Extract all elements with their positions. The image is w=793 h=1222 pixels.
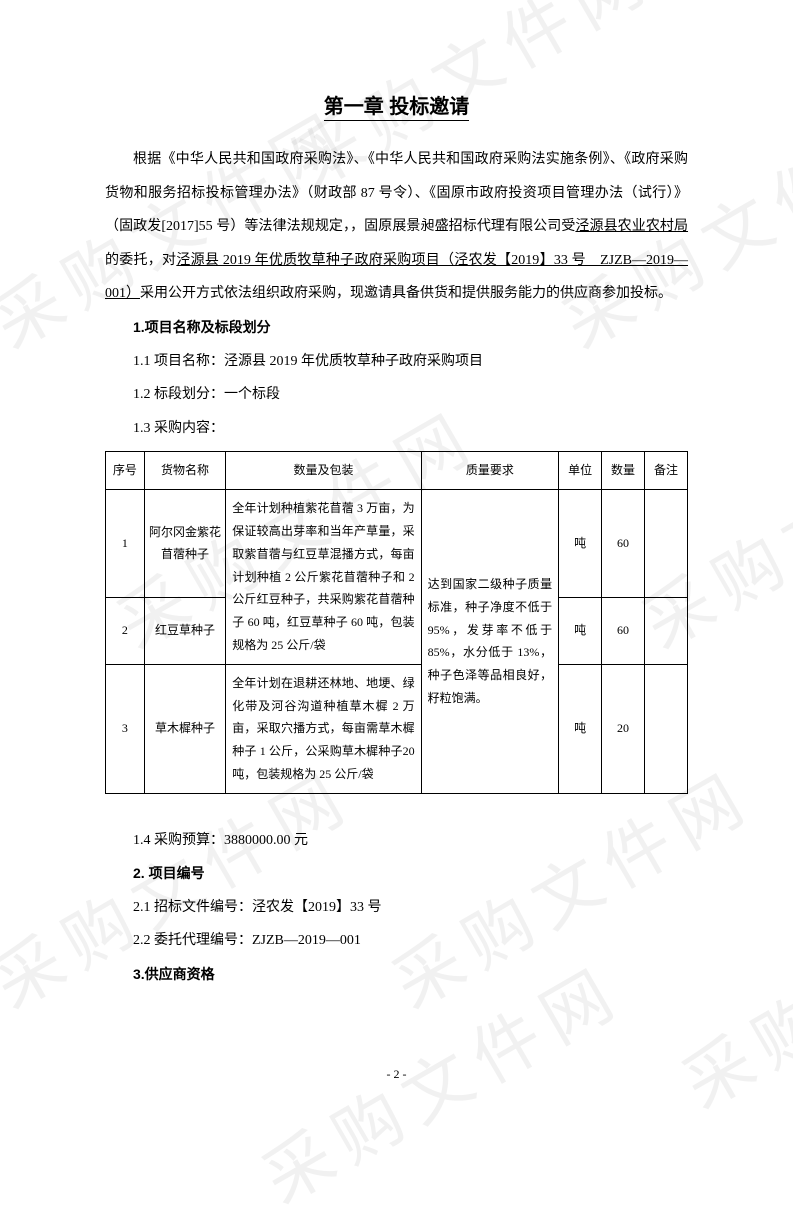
intro-paragraph: 根据《中华人民共和国政府采购法》、《中华人民共和国政府采购法实施条例》、《政府采… [105,143,688,311]
cell-note [644,664,687,793]
cell-name: 阿尔冈金紫花苜蓿种子 [144,490,226,598]
intro-mid-1: 的委托，对 [105,253,176,268]
table-row: 1 阿尔冈金紫花苜蓿种子 全年计划种植紫花苜蓿 3 万亩，为保证较高出芽率和当年… [106,490,688,598]
cell-unit: 吨 [559,490,602,598]
cell-pkg-merged: 全年计划种植紫花苜蓿 3 万亩，为保证较高出芽率和当年产草量，采取紫苜蓿与红豆草… [226,490,421,665]
th-seq: 序号 [106,452,145,490]
intro-suffix: 采用公开方式依法组织政府采购，现邀请具备供货和提供服务能力的供应商参加投标。 [140,286,672,301]
cell-seq: 2 [106,597,145,664]
table-header-row: 序号 货物名称 数量及包装 质量要求 单位 数量 备注 [106,452,688,490]
cell-name: 红豆草种子 [144,597,226,664]
cell-quality-merged: 达到国家二级种子质量标准，种子净度不低于 95%，发芽率不低于 85%，水分低于… [421,490,558,794]
th-note: 备注 [644,452,687,490]
th-unit: 单位 [559,452,602,490]
section-3-heading: 3.供应商资格 [105,958,688,992]
cell-unit: 吨 [559,597,602,664]
cell-name: 草木樨种子 [144,664,226,793]
intro-underline-1: 泾源县农业农村局 [575,219,688,234]
th-qual: 质量要求 [421,452,558,490]
line-1-4: 1.4 采购预算：3880000.00 元 [105,824,688,858]
line-1-2: 1.2 标段划分：一个标段 [105,378,688,412]
cell-note [644,597,687,664]
chapter-title-text: 第一章 投标邀请 [324,96,470,121]
line-2-2: 2.2 委托代理编号：ZJZB—2019—001 [105,924,688,958]
table-row: 3 草木樨种子 全年计划在退耕还林地、地埂、绿化带及河谷沟道种植草木樨 2 万亩… [106,664,688,793]
page-number: - 2 - [0,1067,793,1082]
cell-unit: 吨 [559,664,602,793]
cell-qty: 20 [602,664,645,793]
line-1-3: 1.3 采购内容： [105,412,688,446]
cell-qty: 60 [602,490,645,598]
th-pkg: 数量及包装 [226,452,421,490]
procurement-table: 序号 货物名称 数量及包装 质量要求 单位 数量 备注 1 阿尔冈金紫花苜蓿种子… [105,451,688,793]
cell-seq: 1 [106,490,145,598]
cell-note [644,490,687,598]
cell-pkg: 全年计划在退耕还林地、地埂、绿化带及河谷沟道种植草木樨 2 万亩，采取穴播方式，… [226,664,421,793]
line-1-1: 1.1 项目名称：泾源县 2019 年优质牧草种子政府采购项目 [105,345,688,379]
cell-seq: 3 [106,664,145,793]
cell-qty: 60 [602,597,645,664]
section-1-heading: 1.项目名称及标段划分 [105,311,688,345]
th-qty: 数量 [602,452,645,490]
chapter-title: 第一章 投标邀请 [105,90,688,119]
th-name: 货物名称 [144,452,226,490]
line-2-1: 2.1 招标文件编号：泾农发【2019】33 号 [105,891,688,925]
section-2-heading: 2. 项目编号 [105,857,688,891]
